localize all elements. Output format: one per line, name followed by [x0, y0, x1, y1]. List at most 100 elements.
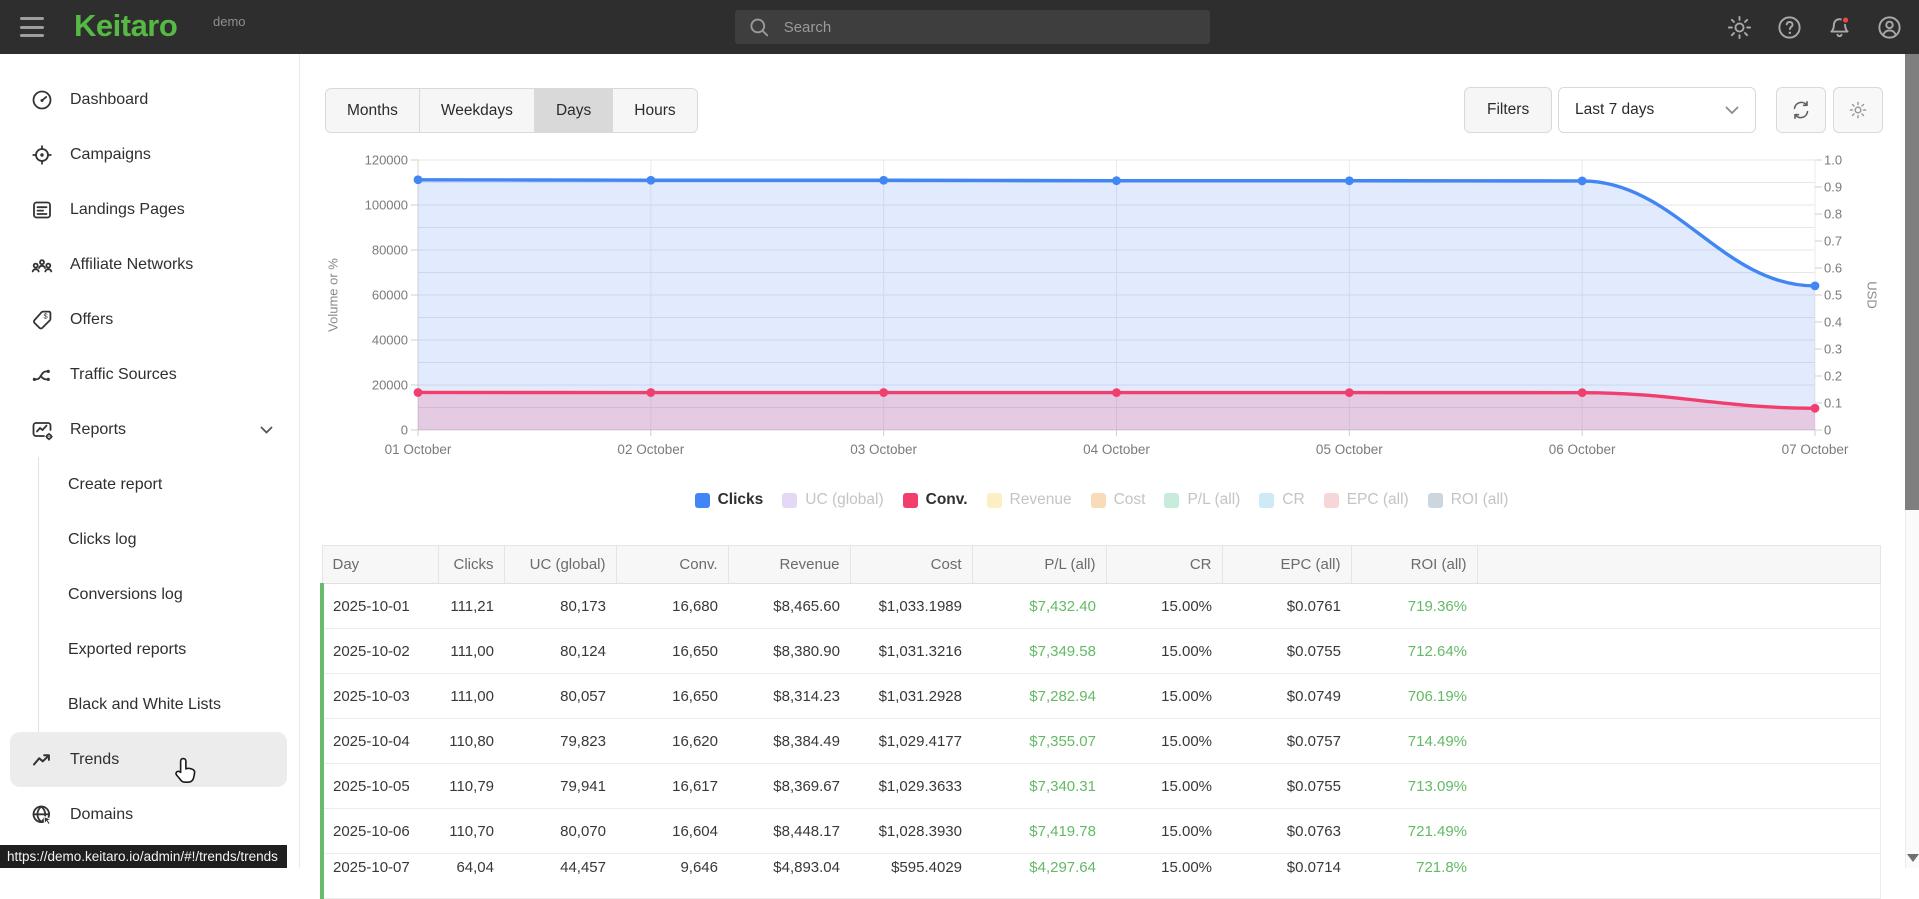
- scrollbar-thumb[interactable]: [1905, 54, 1919, 510]
- cell-clicks: 111,00: [438, 628, 504, 674]
- trends-icon: [33, 753, 50, 765]
- gear-icon[interactable]: [1726, 14, 1753, 41]
- tab-weekdays[interactable]: Weekdays: [419, 89, 535, 132]
- help-icon[interactable]: [1776, 14, 1803, 41]
- cell-cost: $1,033.1989: [850, 583, 972, 629]
- sidebar-item-label: Campaigns: [70, 145, 151, 163]
- column-header-day[interactable]: Day: [321, 545, 439, 584]
- cell-cr: 15.00%: [1106, 583, 1222, 629]
- sidebar-item-exported-reports[interactable]: Exported reports: [68, 640, 187, 658]
- cell-uc-global: 80,124: [504, 628, 616, 674]
- cell-filler: [1477, 583, 1881, 629]
- sidebar-item-clicks-log[interactable]: Clicks log: [68, 530, 137, 548]
- scrollbar-track[interactable]: [1905, 54, 1919, 868]
- cell-day: 2025-10-07: [320, 853, 438, 899]
- sidebar-item-conversions-log[interactable]: Conversions log: [68, 585, 183, 603]
- user-icon[interactable]: [1876, 14, 1903, 41]
- refresh-button[interactable]: [1776, 87, 1826, 133]
- cell-epc-all: $0.0714: [1222, 853, 1351, 899]
- cell-uc-global: 80,070: [504, 808, 616, 854]
- legend-swatch: [902, 492, 918, 508]
- column-header-roi-all[interactable]: ROI (all): [1351, 545, 1478, 584]
- legend-item-uc-global[interactable]: UC (global): [782, 491, 884, 509]
- tab-hours[interactable]: Hours: [613, 89, 697, 132]
- cell-roi-all: 721.8%: [1351, 853, 1477, 899]
- cell-revenue: $8,448.17: [728, 808, 850, 854]
- legend-item-roi-all[interactable]: ROI (all): [1427, 491, 1508, 509]
- legend-label: P/L (all): [1187, 491, 1241, 508]
- notification-badge: [1841, 15, 1850, 24]
- table-row: 2025-10-07 64,04 44,457 9,646 $4,893.04 $595.…: [320, 853, 1881, 899]
- sidebar-item-landings-pages[interactable]: Landings Pages: [0, 182, 299, 237]
- brand-suffix: demo: [213, 14, 246, 29]
- sidebar-item-label: Affiliate Networks: [70, 255, 194, 273]
- legend-swatch: [782, 492, 798, 508]
- tab-days[interactable]: Days: [534, 89, 614, 132]
- tab-months[interactable]: Months: [326, 89, 420, 132]
- column-header-cr[interactable]: CR: [1106, 545, 1223, 584]
- search-input[interactable]: [781, 17, 1198, 37]
- legend-item-clicks[interactable]: Clicks: [694, 491, 763, 509]
- cell-roi-all: 721.49%: [1351, 808, 1477, 854]
- sidebar-item-offers[interactable]: $ Offers: [0, 292, 299, 347]
- column-header-revenue[interactable]: Revenue: [728, 545, 851, 584]
- date-range-value: Last 7 days: [1575, 101, 1655, 118]
- legend-item-cr[interactable]: CR: [1259, 491, 1305, 509]
- traffic-sources-icon: [32, 369, 50, 381]
- offers-icon: $: [33, 310, 52, 329]
- legend-swatch: [1164, 492, 1180, 508]
- sidebar-item-campaigns[interactable]: Campaigns: [0, 127, 299, 182]
- search-bar[interactable]: [735, 10, 1210, 44]
- legend-item-epc-all[interactable]: EPC (all): [1323, 491, 1409, 509]
- brand-logo[interactable]: Keitaro: [74, 8, 178, 43]
- column-header-epc-all[interactable]: EPC (all): [1222, 545, 1352, 584]
- column-header-cost[interactable]: Cost: [850, 545, 973, 584]
- table-row: 2025-10-05 110,79 79,941 16,617 $8,369.67 $1,…: [320, 763, 1881, 809]
- sidebar-item-traffic-sources[interactable]: Traffic Sources: [0, 347, 299, 402]
- filters-button[interactable]: Filters: [1464, 87, 1553, 133]
- cell-clicks: 110,79: [438, 763, 504, 809]
- sidebar-item-trends[interactable]: Trends: [10, 732, 287, 787]
- menu-toggle-button[interactable]: [20, 17, 44, 37]
- sidebar-item-label: Reports: [70, 420, 127, 438]
- period-tab-group: Months Weekdays Days Hours: [325, 88, 698, 133]
- scrollbar-down-arrow[interactable]: [1907, 854, 1919, 862]
- cell-roi-all: 712.64%: [1351, 628, 1477, 674]
- cell-clicks: 110,80: [438, 718, 504, 764]
- column-header-conv[interactable]: Conv.: [616, 545, 729, 584]
- cell-epc-all: $0.0757: [1222, 718, 1351, 764]
- chevron-down-icon: [1725, 106, 1739, 114]
- column-header-clicks[interactable]: Clicks: [438, 545, 505, 584]
- table-row: 2025-10-04 110,80 79,823 16,620 $8,384.49 $1,…: [320, 718, 1881, 764]
- cell-filler: [1477, 673, 1881, 719]
- column-header-p-l-all[interactable]: P/L (all): [972, 545, 1107, 584]
- table-row: 2025-10-06 110,70 80,070 16,604 $8,448.17 $1,…: [320, 808, 1881, 854]
- campaigns-icon: [32, 144, 52, 165]
- legend-item-revenue[interactable]: Revenue: [986, 491, 1072, 509]
- cell-epc-all: $0.0749: [1222, 673, 1351, 719]
- sidebar-item-reports[interactable]: Reports: [0, 402, 299, 457]
- cell-revenue: $4,893.04: [728, 853, 850, 899]
- cell-p-l-all: $7,419.78: [972, 808, 1106, 854]
- cell-epc-all: $0.0761: [1222, 583, 1351, 629]
- column-header-uc-global[interactable]: UC (global): [504, 545, 617, 584]
- cell-clicks: 110,70: [438, 808, 504, 854]
- cell-conv: 16,617: [616, 763, 728, 809]
- legend-item-cost[interactable]: Cost: [1090, 491, 1145, 509]
- cell-cr: 15.00%: [1106, 718, 1222, 764]
- legend-item-p-l-all[interactable]: P/L (all): [1164, 491, 1240, 509]
- chart-settings-button[interactable]: [1833, 87, 1883, 133]
- sidebar-item-domains[interactable]: Domains: [0, 787, 299, 842]
- sidebar-item-create-report[interactable]: Create report: [68, 475, 163, 493]
- date-range-select[interactable]: Last 7 days: [1558, 87, 1756, 133]
- sidebar-item-dashboard[interactable]: Dashboard: [0, 72, 299, 127]
- sidebar-item-label: Landings Pages: [70, 200, 185, 218]
- sidebar-item-affiliate-networks[interactable]: Affiliate Networks: [0, 237, 299, 292]
- bell-icon[interactable]: [1826, 14, 1853, 41]
- cell-roi-all: 714.49%: [1351, 718, 1477, 764]
- legend-label: Conv.: [925, 491, 968, 508]
- cell-day: 2025-10-02: [320, 628, 438, 674]
- sidebar-item-black-and-white-lists[interactable]: Black and White Lists: [68, 695, 221, 713]
- chevron-down-icon: [260, 426, 273, 434]
- legend-item-conv[interactable]: Conv.: [902, 491, 968, 509]
